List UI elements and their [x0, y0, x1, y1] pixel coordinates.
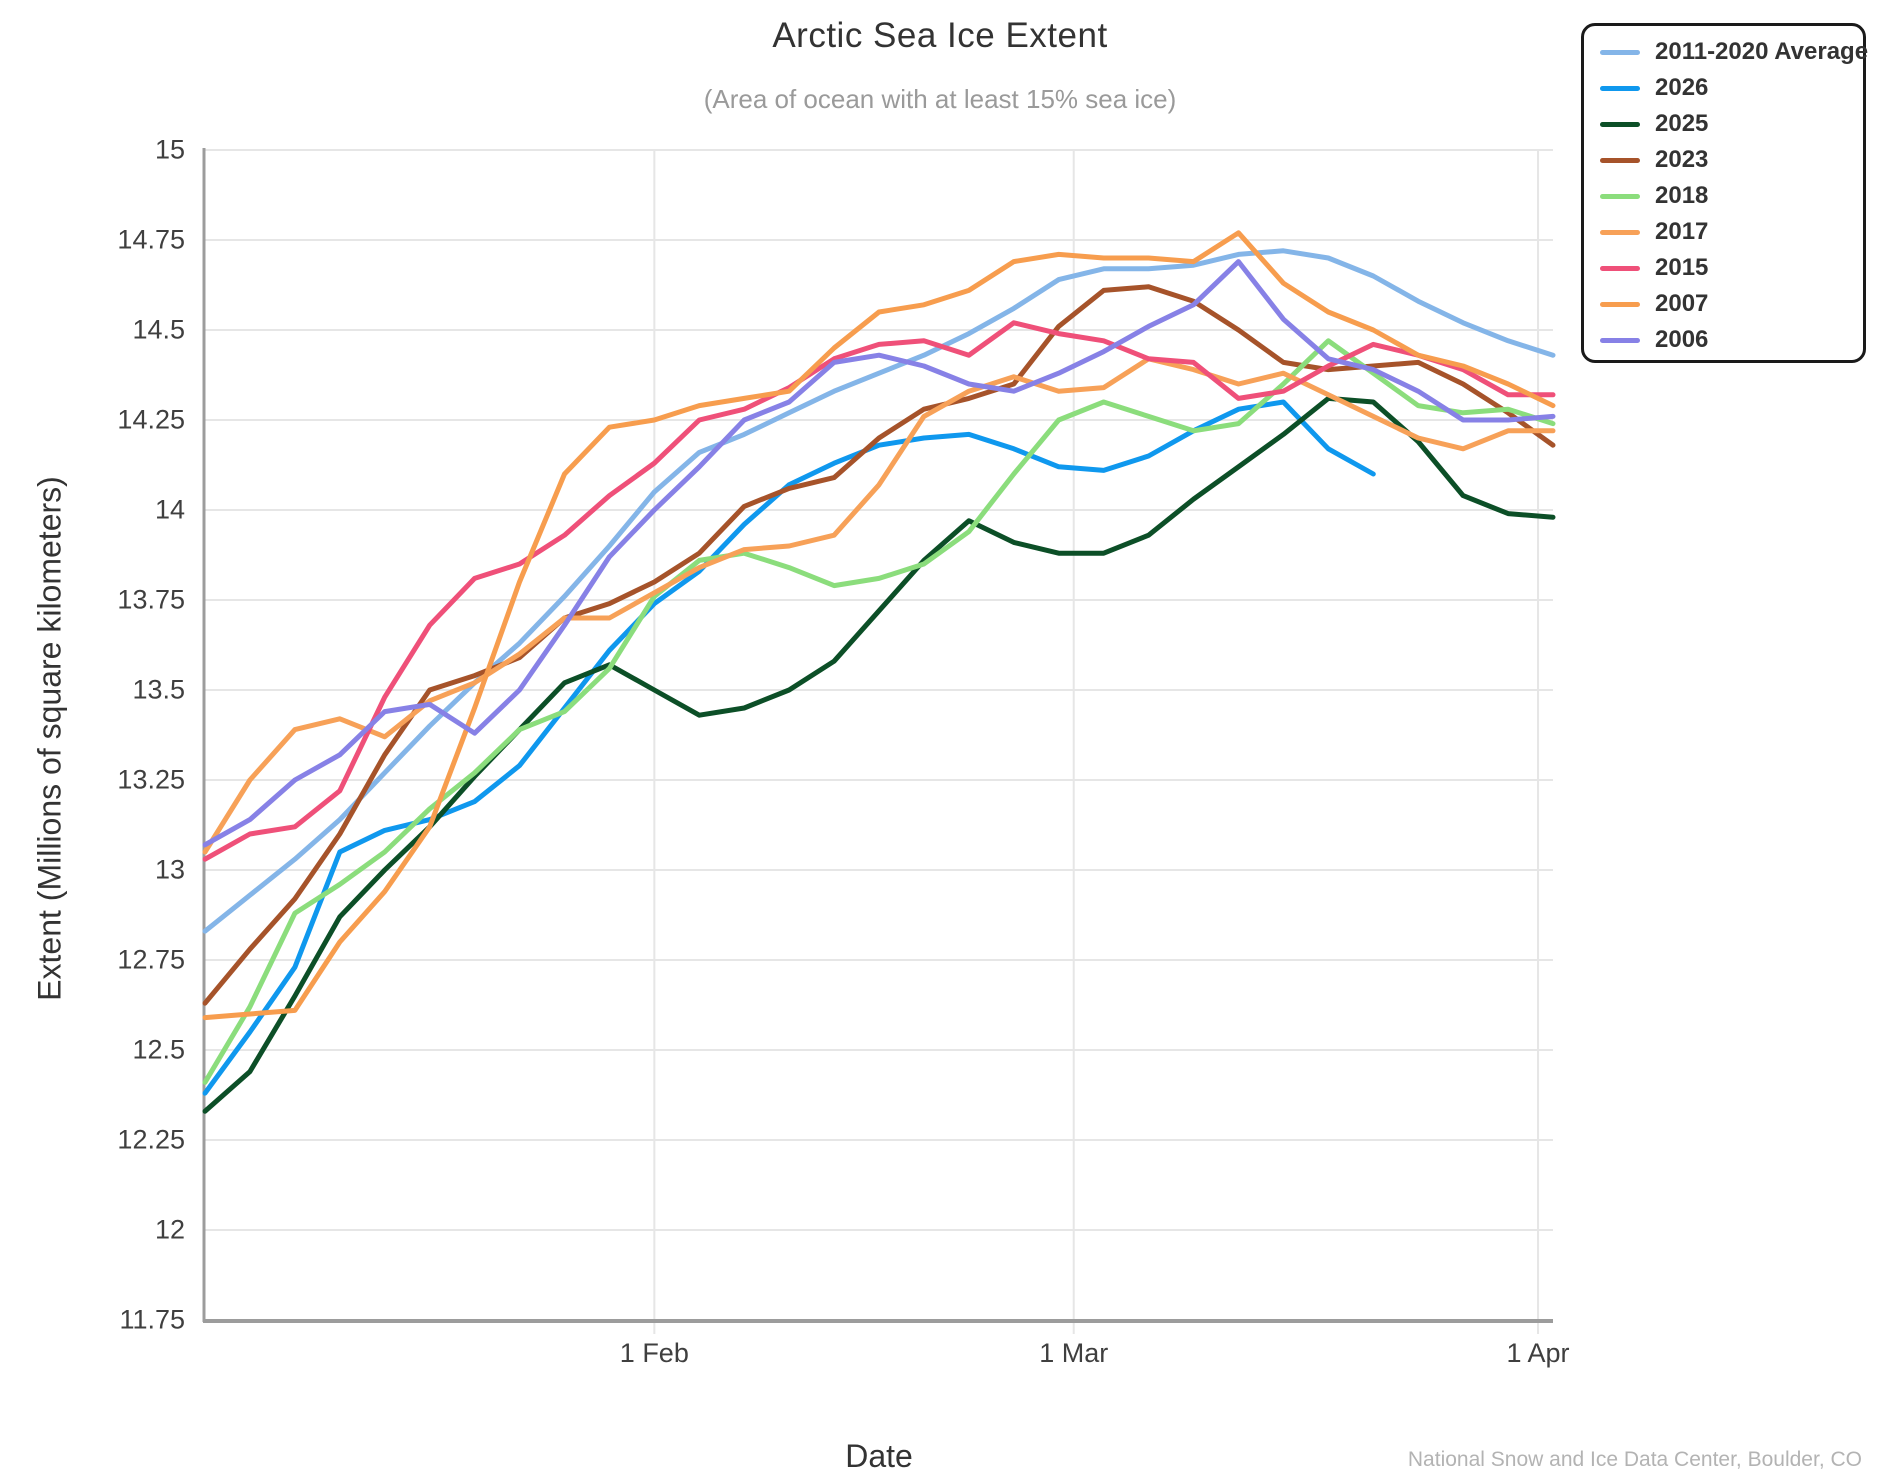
x-tick-label: 1 Mar [1039, 1338, 1109, 1368]
legend-swatch-icon [1600, 85, 1640, 91]
chart-subtitle: (Area of ocean with at least 15% sea ice… [703, 84, 1177, 114]
footer-credit: National Snow and Ice Data Center, Bould… [1407, 1448, 1862, 1471]
legend-swatch-icon [1600, 193, 1640, 199]
series-line-2006 [202, 259, 1556, 848]
legend-item-2006[interactable]: 2006 [1584, 322, 1863, 358]
legend-swatch-icon [1600, 121, 1640, 127]
legend-label: 2017 [1655, 218, 1709, 245]
legend-item-2015[interactable]: 2015 [1584, 250, 1863, 286]
series-line-2011-2020-Average [202, 248, 1556, 934]
y-tick-label: 14.25 [117, 404, 185, 435]
legend-swatch-icon [1600, 49, 1640, 55]
legend-label: 2006 [1655, 326, 1709, 353]
legend-swatch-icon [1600, 265, 1640, 271]
series-line-2015 [202, 320, 1556, 862]
legend-swatch-icon [1600, 301, 1640, 307]
chart-title: Arctic Sea Ice Extent [772, 16, 1108, 55]
series-line-2026 [202, 399, 1376, 1096]
legend-label: 2023 [1655, 146, 1709, 173]
series-line-2025 [202, 395, 1556, 1114]
series-line-2007 [202, 230, 1556, 1021]
legend-label: 2011-2020 Average [1655, 38, 1869, 65]
x-tick-label: 1 Feb [619, 1338, 689, 1368]
y-tick-label: 13.25 [117, 764, 185, 795]
legend-label: 2015 [1655, 254, 1709, 281]
y-tick-label: 12 [154, 1214, 185, 1245]
y-tick-label: 11.75 [119, 1304, 185, 1335]
legend-item-2025[interactable]: 2025 [1584, 106, 1863, 142]
y-tick-label: 12.5 [132, 1034, 185, 1065]
y-tick-label: 15 [154, 134, 185, 165]
y-tick-label: 13 [154, 854, 185, 885]
y-tick-label: 12.75 [117, 944, 185, 975]
legend-label: 2007 [1655, 290, 1709, 317]
x-tick-label: 1 Apr [1506, 1338, 1570, 1368]
legend-item-2026[interactable]: 2026 [1584, 70, 1863, 106]
legend-swatch-icon [1600, 229, 1640, 235]
legend-label: 2025 [1655, 110, 1709, 137]
legend-item-2011-2020-Average[interactable]: 2011-2020 Average [1584, 34, 1868, 70]
legend: 2011-2020 Average 2026 2025 2023 2018 2017 201… [1581, 23, 1868, 363]
y-tick-label: 13.5 [132, 674, 185, 705]
series-line-2018 [202, 338, 1556, 1085]
y-tick-label: 14 [154, 494, 185, 525]
series-line-2017 [202, 356, 1556, 855]
y-tick-label: 12.25 [117, 1124, 185, 1155]
x-axis-title: Date [845, 1438, 913, 1474]
y-tick-label: 14.5 [132, 314, 185, 345]
series-line-2023 [202, 284, 1556, 1006]
legend-swatch-icon [1600, 337, 1640, 343]
legend-label: 2018 [1655, 182, 1709, 209]
legend-swatch-icon [1600, 157, 1640, 163]
legend-item-2017[interactable]: 2017 [1584, 214, 1863, 250]
y-tick-label: 13.75 [117, 584, 185, 615]
legend-label: 2026 [1655, 74, 1709, 101]
y-tick-label: 14.75 [117, 224, 185, 255]
y-axis-title: Extent (Millions of square kilometers) [31, 476, 68, 1001]
legend-item-2007[interactable]: 2007 [1584, 286, 1863, 322]
legend-item-2018[interactable]: 2018 [1584, 178, 1863, 214]
legend-item-2023[interactable]: 2023 [1584, 142, 1863, 178]
